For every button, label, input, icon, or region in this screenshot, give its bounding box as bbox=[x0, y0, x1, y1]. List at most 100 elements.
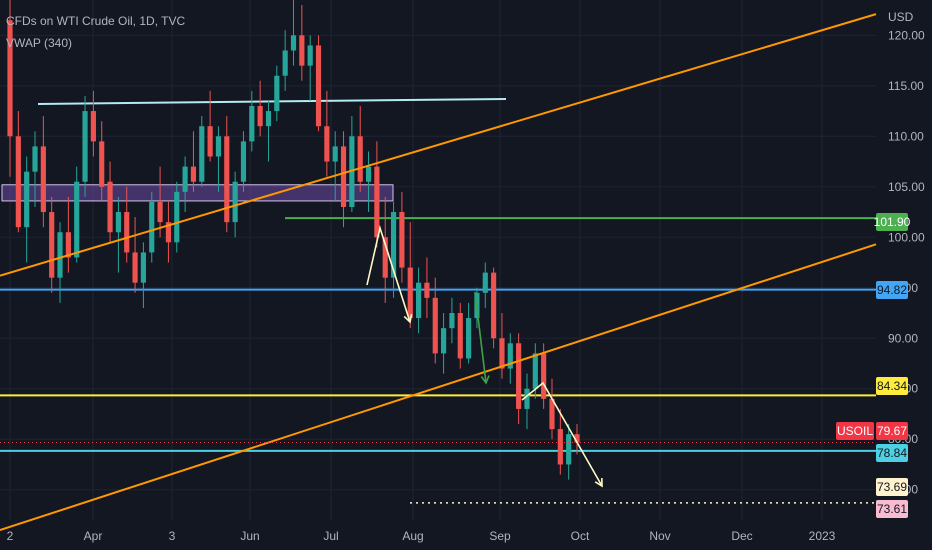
trendline[interactable] bbox=[0, 243, 877, 532]
chart-title: CFDs on WTI Crude Oil, 1D, TVC bbox=[6, 14, 186, 28]
arrow-annotation-head bbox=[594, 477, 603, 488]
candle-body bbox=[174, 191, 180, 243]
candle-body bbox=[124, 212, 130, 253]
candle-body bbox=[365, 166, 372, 182]
time-axis-label: Jun bbox=[240, 529, 259, 543]
candle-body bbox=[424, 282, 430, 298]
candle-body bbox=[399, 212, 405, 268]
candle-body bbox=[149, 201, 155, 253]
price-axis-label: 100.00 bbox=[888, 230, 925, 244]
price-badge-label: 101.90 bbox=[874, 215, 911, 229]
price-axis-label: 120.00 bbox=[888, 28, 925, 42]
shaded-zone[interactable] bbox=[1, 184, 394, 202]
arrow-annotation[interactable] bbox=[521, 381, 603, 487]
time-axis-label: Nov bbox=[649, 529, 670, 543]
candle-body bbox=[340, 146, 347, 207]
time-axis-label: Sep bbox=[489, 529, 511, 543]
price-badge bbox=[876, 478, 908, 496]
price-badge-label: 94.82 bbox=[877, 283, 907, 297]
candle-body bbox=[274, 75, 280, 112]
candle-body bbox=[190, 166, 197, 182]
candle-body bbox=[315, 45, 322, 127]
candle-body bbox=[224, 136, 230, 223]
symbol-badge-label: USOIL bbox=[837, 424, 873, 438]
price-badge-label: 73.69 bbox=[877, 480, 907, 494]
candle-body bbox=[549, 398, 555, 430]
time-axis-label: Apr bbox=[84, 529, 103, 543]
candle-body bbox=[566, 434, 572, 465]
candle-body bbox=[282, 50, 288, 76]
candle-body bbox=[307, 45, 313, 66]
candle-body bbox=[382, 237, 388, 278]
candle-body bbox=[432, 297, 438, 354]
candle-body bbox=[40, 146, 46, 213]
indicator-label: VWAP (340) bbox=[6, 36, 73, 50]
arrow-annotation[interactable] bbox=[366, 224, 411, 323]
candle-body bbox=[357, 136, 363, 182]
price-axis-label: 105.00 bbox=[888, 180, 925, 194]
candle-body bbox=[332, 146, 338, 162]
candle-body bbox=[466, 318, 472, 359]
candle-body bbox=[232, 181, 238, 223]
candle-body bbox=[324, 126, 330, 162]
candle-body bbox=[115, 212, 121, 233]
candle-body bbox=[499, 338, 505, 369]
candle-body bbox=[74, 181, 80, 258]
candle-body bbox=[107, 181, 113, 233]
candle-body bbox=[507, 343, 513, 369]
candle-body bbox=[207, 126, 213, 157]
candle-body bbox=[541, 353, 547, 399]
time-axis-label: Dec bbox=[731, 529, 752, 543]
candle-body bbox=[449, 313, 455, 329]
candle-body bbox=[182, 166, 188, 192]
candle-body bbox=[157, 201, 163, 223]
resistance-line[interactable] bbox=[37, 97, 507, 105]
price-badge bbox=[876, 213, 908, 231]
candle-body bbox=[99, 141, 105, 187]
candle-body bbox=[524, 388, 530, 409]
price-badge bbox=[876, 377, 908, 395]
candle-body bbox=[557, 429, 563, 465]
arrow-annotation-head bbox=[480, 375, 490, 385]
candle-body bbox=[390, 212, 397, 278]
candle-body bbox=[257, 106, 263, 127]
candle-body bbox=[516, 343, 522, 409]
price-badge bbox=[876, 444, 908, 462]
time-axis-label: Aug bbox=[402, 529, 423, 543]
price-axis-label: 115.00 bbox=[888, 79, 924, 93]
price-badge bbox=[876, 500, 908, 518]
candle-body bbox=[199, 126, 205, 182]
time-axis-label: Jul bbox=[323, 529, 338, 543]
price-axis-label: 110.00 bbox=[888, 129, 924, 143]
symbol-badge bbox=[836, 422, 874, 440]
currency-label: USD bbox=[888, 10, 914, 24]
last-price-badge-label: 79.67 bbox=[877, 424, 907, 438]
price-badge bbox=[876, 281, 908, 299]
last-price-badge bbox=[876, 422, 908, 440]
candle-body bbox=[407, 267, 413, 319]
arrow-annotation[interactable] bbox=[474, 291, 487, 384]
price-badge-label: 73.61 bbox=[877, 502, 907, 516]
candle-body bbox=[140, 252, 146, 283]
candle-body bbox=[90, 111, 96, 142]
candle-body bbox=[415, 282, 422, 319]
trendline[interactable] bbox=[0, 13, 877, 277]
candle-body bbox=[457, 313, 463, 359]
candle-body bbox=[491, 272, 497, 339]
candle-body bbox=[532, 353, 538, 389]
candle-body bbox=[249, 106, 255, 142]
price-badge-label: 84.34 bbox=[877, 379, 907, 393]
candle-body bbox=[132, 252, 138, 283]
candle-body bbox=[24, 171, 30, 228]
candle-body bbox=[574, 434, 580, 443]
candle-body bbox=[290, 35, 297, 51]
arrow-annotation-head bbox=[403, 313, 413, 324]
candle-body bbox=[15, 136, 21, 228]
time-axis-label: 2023 bbox=[809, 529, 836, 543]
time-axis-label: 2 bbox=[7, 529, 14, 543]
candle-body bbox=[240, 141, 247, 182]
time-axis-label: 3 bbox=[169, 529, 176, 543]
